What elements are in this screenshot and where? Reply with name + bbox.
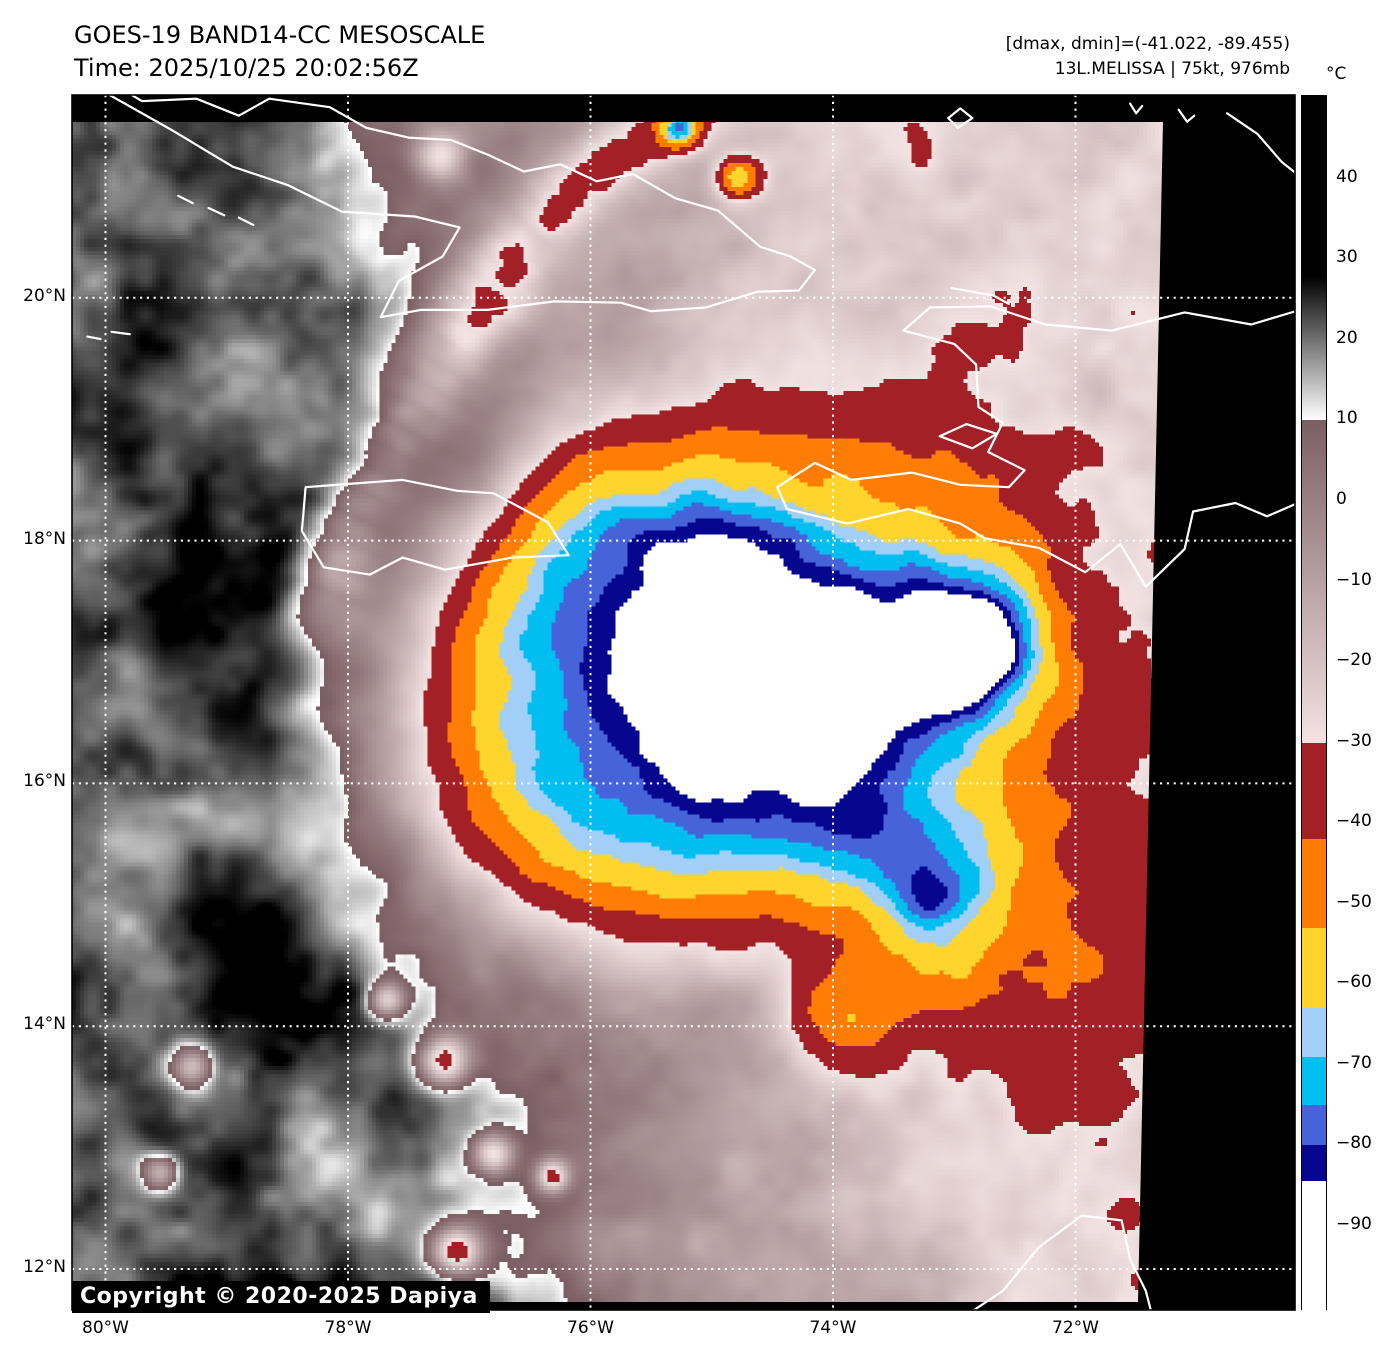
colorbar-tick-label: −60 <box>1336 972 1372 993</box>
colorbar-segment <box>1302 96 1326 276</box>
colorbar-tick-label: −30 <box>1336 730 1372 751</box>
storm-info-annotation: 13L.MELISSA | 75kt, 976mb <box>1054 59 1290 79</box>
y-axis-tick-label: 20°N <box>23 285 66 306</box>
copyright-badge: Copyright © 2020-2025 Dapiya <box>72 1281 490 1313</box>
x-axis-tick-label: 72°W <box>1052 1318 1099 1338</box>
colorbar-tick-label: 20 <box>1336 327 1358 348</box>
colorbar-tick-label: −50 <box>1336 891 1372 912</box>
x-axis-tick-label: 80°W <box>82 1318 129 1338</box>
satellite-image <box>72 95 1295 1310</box>
colorbar-segment <box>1302 839 1326 928</box>
x-axis-tick-label: 78°W <box>324 1318 372 1338</box>
colorbar-unit-label: °C <box>1326 64 1347 84</box>
colorbar-tick-label: −80 <box>1336 1133 1372 1154</box>
annotation-block: [dmax, dmin]=(-41.022, -89.455) 13L.MELI… <box>1006 32 1290 82</box>
colorbar-tick-label: 30 <box>1336 247 1358 268</box>
colorbar-segment <box>1302 275 1326 421</box>
colorbar-segment <box>1302 1104 1326 1146</box>
colorbar-tick-label: −70 <box>1336 1052 1372 1073</box>
colorbar-segment <box>1302 1145 1326 1182</box>
y-axis-tick-label: 16°N <box>23 771 66 792</box>
colorbar-tick-label: 10 <box>1336 408 1358 429</box>
colorbar-tick-label: −20 <box>1336 650 1372 671</box>
y-axis-tick-label: 18°N <box>23 528 66 549</box>
colorbar-tick-label: −40 <box>1336 811 1372 832</box>
colorbar-segment <box>1302 1056 1326 1105</box>
colorbar <box>1301 95 1327 1311</box>
x-axis-tick-label: 76°W <box>567 1318 614 1338</box>
product-title: GOES-19 BAND14-CC MESOSCALE <box>74 21 486 49</box>
x-axis-tick-label: 74°W <box>809 1318 857 1338</box>
dmax-dmin-annotation: [dmax, dmin]=(-41.022, -89.455) <box>1005 34 1290 54</box>
colorbar-tick-label: 40 <box>1336 166 1358 187</box>
colorbar-segment <box>1302 927 1326 1009</box>
colorbar-tick-label: −10 <box>1336 569 1372 590</box>
timestamp: Time: 2025/10/25 20:02:56Z <box>74 54 419 82</box>
colorbar-tick-label: −90 <box>1336 1213 1372 1234</box>
colorbar-segment <box>1302 420 1326 743</box>
colorbar-segment <box>1302 1008 1326 1057</box>
y-axis-tick-label: 14°N <box>23 1014 66 1035</box>
colorbar-tick-label: 0 <box>1336 489 1347 509</box>
colorbar-segment <box>1302 742 1326 840</box>
y-axis-tick-label: 12°N <box>23 1257 66 1277</box>
colorbar-segment <box>1302 1181 1326 1311</box>
